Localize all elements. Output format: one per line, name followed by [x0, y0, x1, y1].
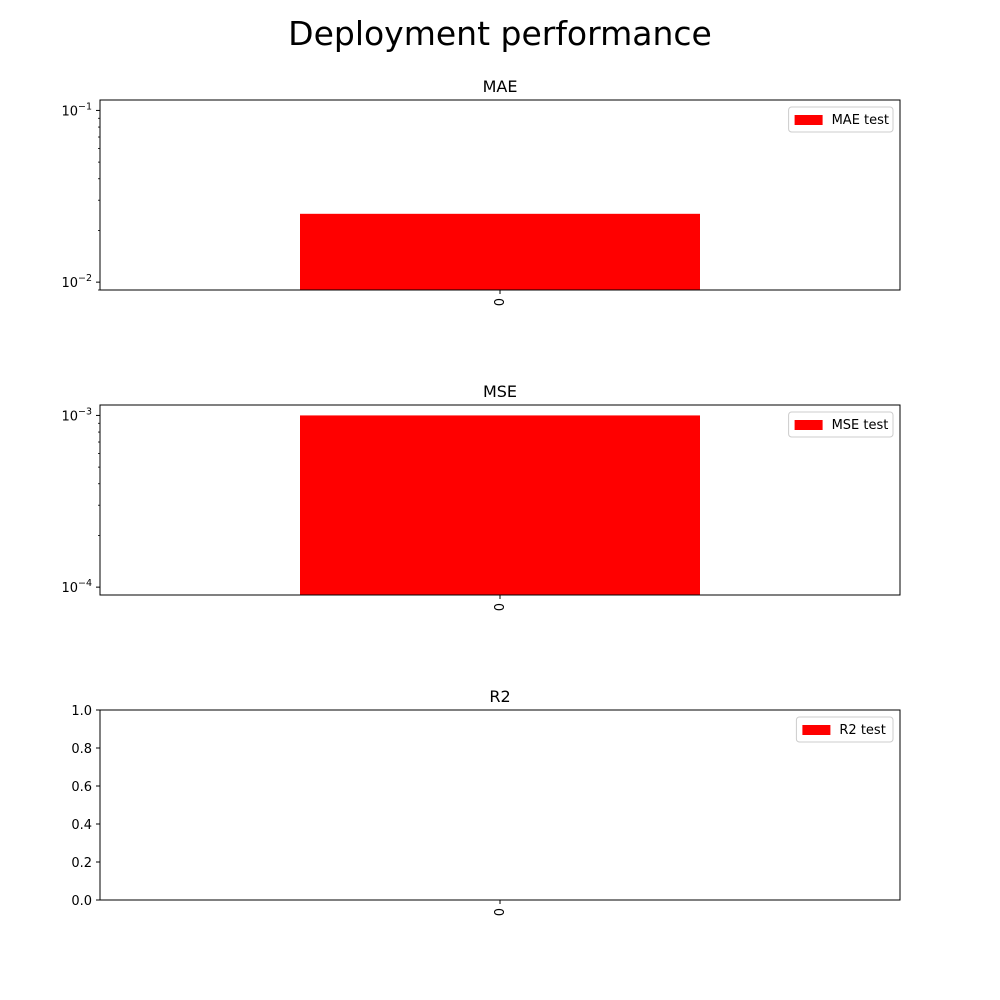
legend-swatch — [794, 115, 823, 125]
y-tick-label: 1.0 — [71, 704, 92, 719]
x-tick-label: 0 — [493, 298, 508, 306]
legend-swatch — [794, 420, 823, 430]
x-tick-label: 0 — [493, 908, 508, 916]
legend-label: MAE test — [832, 113, 889, 128]
chart-title: MAE — [483, 77, 518, 96]
y-tick-label: 0.6 — [71, 780, 92, 795]
legend: MSE test — [788, 411, 894, 438]
legend-label: MSE test — [832, 418, 889, 433]
chart-panel-r2: 0.0 0.2 0.4 0.6 0.8 1.0 0 R2 R2 test — [71, 687, 901, 916]
legend-swatch — [802, 725, 831, 735]
legend-box — [788, 411, 894, 438]
y-tick-label: 10−4 — [61, 578, 92, 596]
bar — [300, 415, 700, 595]
chart-title: MSE — [483, 382, 517, 401]
chart-panel-mae: 10−2 10−1 0 MAE MAE test — [61, 77, 901, 306]
y-tick-label: 0.2 — [71, 856, 92, 871]
y-tick-label: 0.4 — [71, 818, 92, 833]
chart-panel-mse: 10−4 10−3 0 MSE MSE test — [61, 382, 901, 611]
legend-box — [788, 106, 894, 133]
axes-frame — [99, 709, 901, 901]
legend: MAE test — [788, 106, 894, 133]
x-tick-label: 0 — [493, 603, 508, 611]
y-tick-label: 10−3 — [61, 406, 92, 424]
legend: R2 test — [795, 716, 894, 743]
legend-label: R2 test — [839, 723, 885, 738]
y-tick-label: 10−1 — [61, 101, 92, 119]
bar — [300, 213, 700, 290]
y-tick-label: 0.8 — [71, 742, 92, 757]
y-tick-label: 10−2 — [61, 273, 92, 291]
figure-title: Deployment performance — [288, 14, 712, 53]
y-tick-label: 0.0 — [71, 894, 92, 909]
legend-box — [795, 716, 894, 743]
chart-title: R2 — [489, 687, 510, 706]
